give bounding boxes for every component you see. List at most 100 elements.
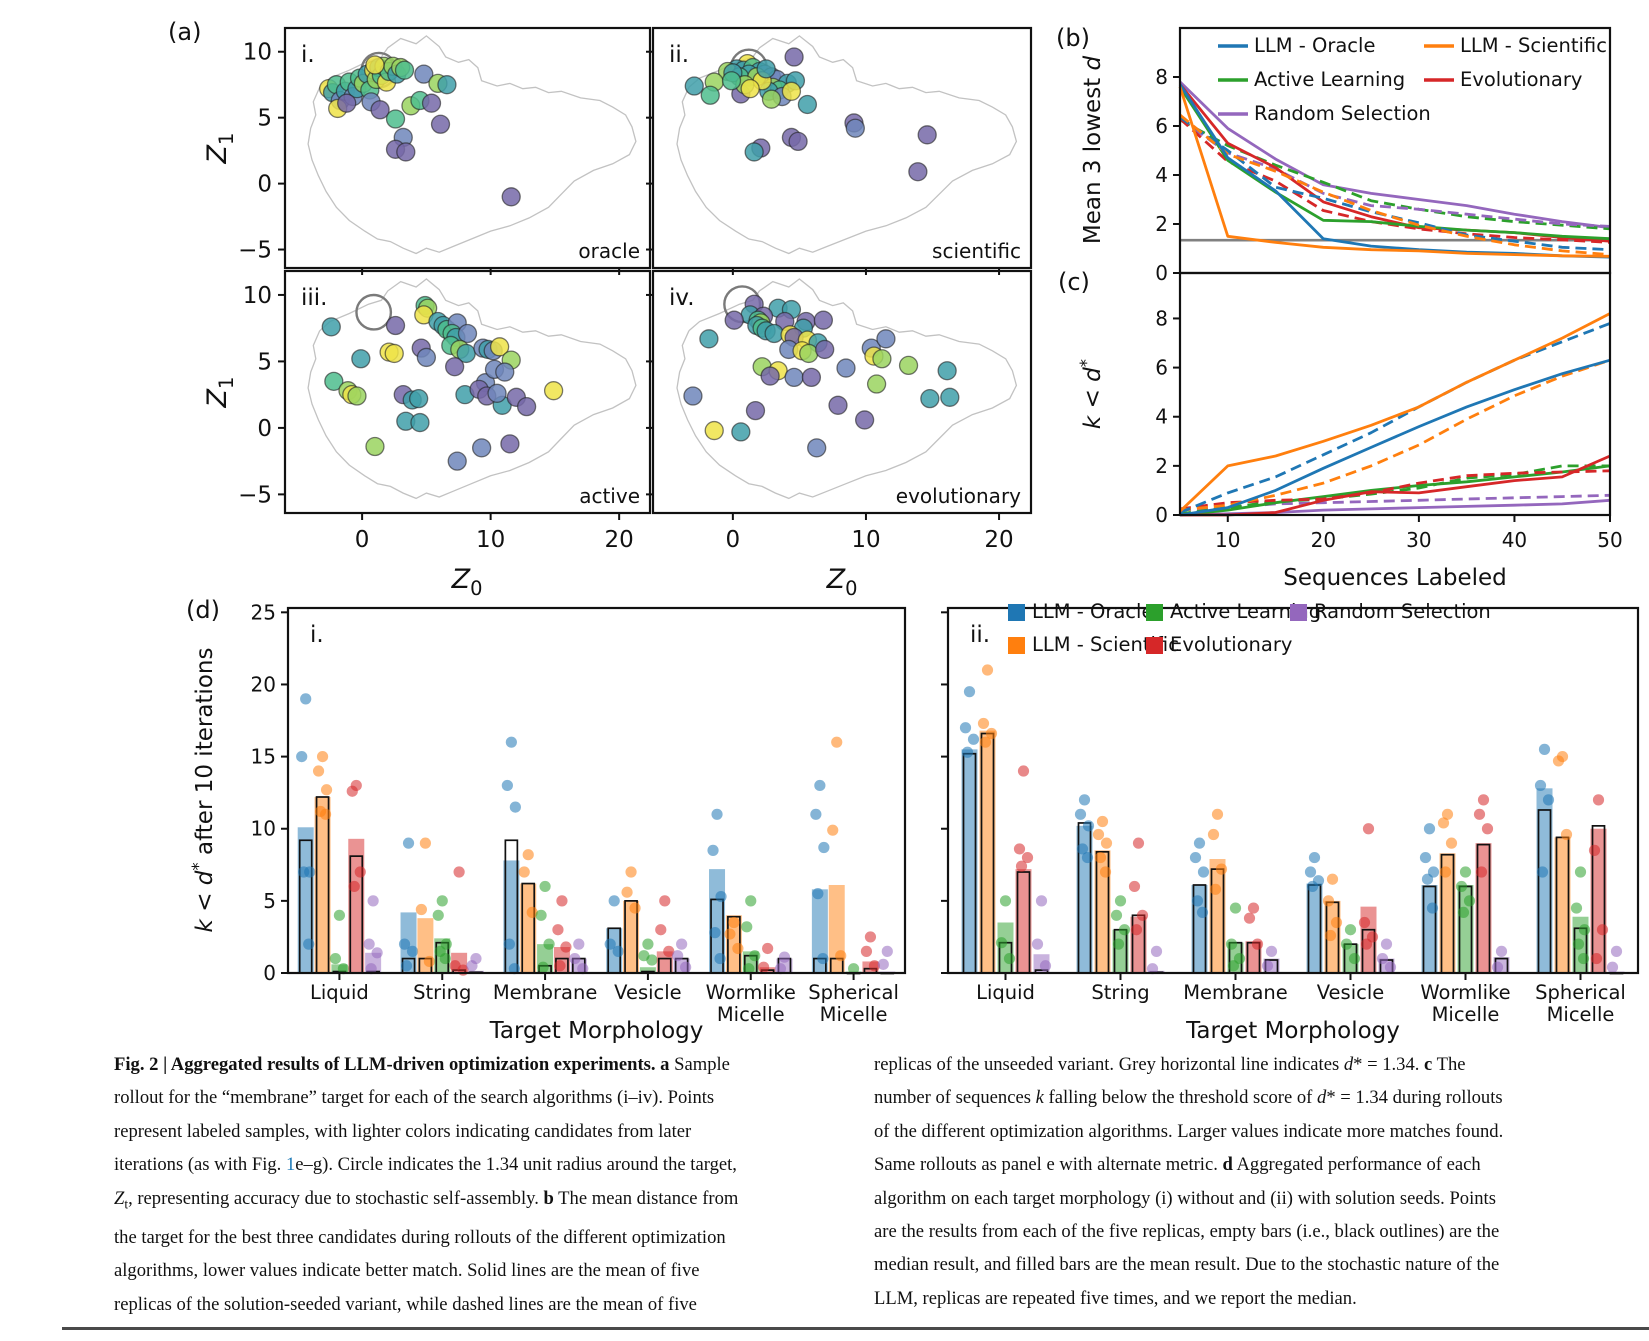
replica-dot	[1039, 960, 1052, 972]
algorithm-corner-label: oracle	[578, 239, 640, 263]
replica-dot	[348, 880, 360, 893]
replica-dot	[1542, 794, 1555, 806]
replica-dot	[1031, 938, 1044, 950]
replica-dot	[1423, 823, 1436, 835]
legend-swatch	[1146, 637, 1163, 654]
y-tick-label: 2	[1155, 454, 1168, 478]
replica-dot	[745, 895, 757, 907]
replica-dot	[1463, 895, 1476, 907]
replica-dot	[1536, 866, 1549, 878]
figure-caption-left-column: Fig. 2 | Aggregated results of LLM-drive…	[114, 1048, 864, 1321]
replica-dot	[1340, 938, 1353, 950]
replica-dot	[714, 952, 726, 965]
replica-dot	[1261, 960, 1274, 972]
mean-bar	[314, 796, 331, 973]
mean-bar	[639, 967, 656, 973]
replica-dot	[959, 722, 972, 734]
y-tick-label: 4	[1155, 405, 1168, 429]
replica-dot	[1572, 938, 1585, 950]
series-LLM - Scientific (seeded)	[1178, 86, 1611, 258]
replica-dot	[1112, 938, 1125, 950]
replica-dot	[1100, 837, 1113, 849]
legend-swatch	[1146, 604, 1163, 621]
replica-dot	[1495, 945, 1508, 957]
figure-caption-right-column: replicas of the unseeded variant. Grey h…	[874, 1048, 1649, 1315]
x-tick-label: 10	[1215, 528, 1240, 552]
legend-label: LLM - Scientific	[1032, 633, 1179, 656]
panel-c-xlabel: Sequences Labeled	[1283, 565, 1507, 591]
replica-dot	[1457, 906, 1470, 919]
panel-d-bars-unseeded: Liquid String Membrane Vesicle WormlikeMicel…	[251, 600, 907, 1044]
replica-dot	[1459, 866, 1472, 878]
subplot-index-label: iii.	[301, 285, 327, 311]
series-LLM - Oracle (unseeded)	[1179, 322, 1611, 514]
replica-dot	[741, 921, 753, 933]
replica-dot	[400, 960, 413, 972]
replica-dot	[818, 841, 830, 854]
replica-dot	[995, 937, 1008, 949]
caption-line: represent labeled samples, with lighter …	[114, 1120, 692, 1142]
caption-line: Zt, representing accuracy due to stochas…	[114, 1187, 739, 1212]
replica-dot	[999, 895, 1012, 907]
caption-line: rollout for the “membrane” target for ea…	[114, 1087, 715, 1109]
replica-dot	[1475, 866, 1488, 878]
replica-dot	[439, 952, 451, 965]
replica-dot	[419, 837, 431, 849]
series-LLM - Scientific (seeded)	[1179, 312, 1611, 513]
category-label: Vesicle	[1317, 981, 1385, 1004]
subplot-index-label: i.	[301, 42, 315, 68]
scatter-subplot-oracle: −5 0 5 10 i. oracle	[238, 26, 652, 275]
x-tick-label: 50	[1597, 528, 1622, 552]
category-label: Wormlike	[706, 981, 796, 1004]
panel-d-legend: LLM - Oracle LLM - Scientific Active Learn…	[1008, 600, 1491, 656]
replica-dot	[835, 950, 847, 962]
series-LLM - Oracle (seeded)	[1179, 358, 1611, 517]
replica-dot	[672, 950, 684, 962]
caption-line: of the different optimization algorithms…	[874, 1120, 1504, 1142]
sample-points	[321, 295, 564, 471]
category-label: Liquid	[976, 981, 1035, 1004]
replica-dot	[724, 928, 736, 940]
caption-line: algorithms, lower values indicate better…	[114, 1260, 700, 1282]
replica-dot	[1128, 880, 1141, 893]
legend-swatch	[1008, 604, 1025, 621]
y-tick-label: 10	[243, 283, 272, 309]
y-tick-label: 5	[263, 889, 276, 913]
replica-dot	[371, 947, 383, 959]
replica-dot	[1304, 866, 1317, 878]
replica-dot	[1455, 880, 1468, 893]
replica-dot	[539, 880, 551, 893]
replica-dot	[1130, 924, 1143, 936]
y-tick-label: 4	[1155, 163, 1168, 187]
caption-line: replicas of the unseeded variant. Grey h…	[874, 1054, 1466, 1075]
replica-dot	[518, 866, 530, 878]
category-label: String	[1091, 981, 1149, 1004]
replica-dot	[337, 963, 350, 975]
caption-line: iterations (as with Fig. 1e–g). Circle i…	[114, 1154, 737, 1176]
replica-dot	[621, 886, 633, 898]
replica-dot	[1193, 837, 1206, 849]
replica-dot	[466, 960, 478, 972]
replica-dot	[333, 909, 346, 921]
replica-dot	[1445, 837, 1458, 849]
x-tick-label: 30	[1406, 528, 1431, 552]
replica-dot	[505, 736, 517, 748]
replica-dot	[1021, 851, 1034, 864]
panel-a-ylabel: Z1	[202, 133, 238, 165]
caption-line: replicas of the solution-seeded variant,…	[114, 1293, 697, 1315]
series-LLM - Scientific (unseeded)	[1179, 113, 1611, 256]
density-contour-outline	[676, 278, 1018, 500]
caption-line: number of sequences k falling below the …	[874, 1087, 1503, 1109]
replica-dot	[560, 941, 572, 953]
x-tick-label: 40	[1502, 528, 1527, 552]
y-tick-label: 0	[263, 961, 276, 985]
panel-a-letter: (a)	[168, 18, 202, 46]
category-label: Membrane	[493, 981, 598, 1004]
replica-dot	[642, 938, 654, 950]
figure-reference-link: 1	[285, 1154, 296, 1176]
series-Active Learning (seeded)	[1178, 86, 1611, 241]
category-label: Membrane	[1183, 981, 1288, 1004]
panel-a-scatter-grid: −5 0 5 10 i. oracle ii. scientific 0 10 20 −5 0 5 10 ii…	[202, 26, 1033, 600]
mean-bar	[1015, 869, 1032, 973]
